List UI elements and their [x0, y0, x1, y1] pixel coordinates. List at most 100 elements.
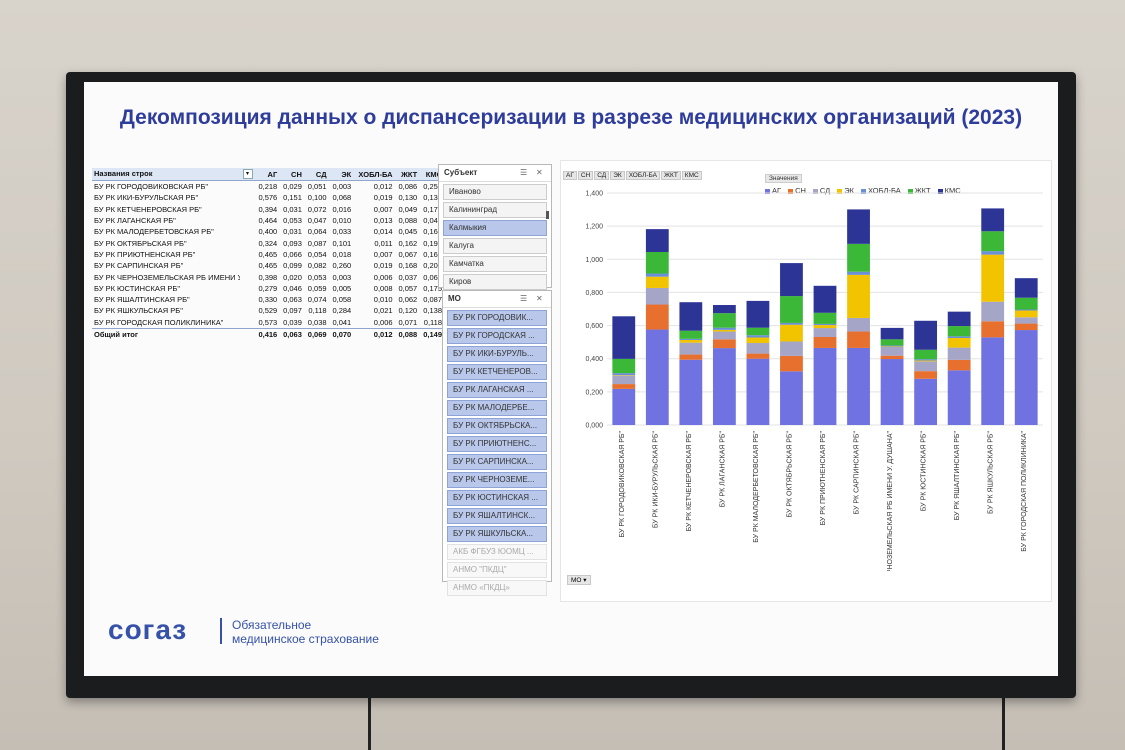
pivot-row-name-text: БУ РК ИКИ-БУРУЛЬСКАЯ РБ" [94, 193, 199, 203]
mo-slicer-item[interactable]: БУ РК ЯШАЛТИНСК... [447, 508, 547, 524]
bar-segment [1014, 310, 1038, 318]
mo-slicer-item[interactable]: БУ РК ЮСТИНСКАЯ ... [447, 490, 547, 506]
clear-filter-icon[interactable]: ✕ [536, 168, 543, 177]
mo-slicer-item[interactable]: БУ РК ЯШКУЛЬСКА... [447, 526, 547, 542]
row-filter-dropdown-icon[interactable]: ▾ [242, 169, 253, 179]
pivot-row-name-text: БУ РК МАЛОДЕРБЕТОВСКАЯ РБ" [94, 227, 214, 237]
pivot-row: БУ РК ЮСТИНСКАЯ РБ" 0,279 0,046 0,059 0,005 0… [92, 283, 444, 294]
pivot-row-name-text: БУ РК ОКТЯБРЬСКАЯ РБ" [94, 238, 187, 248]
mo-slicer-item[interactable]: БУ РК ГОРОДОВИК... [447, 310, 547, 326]
bar-segment [981, 337, 1005, 425]
pivot-row-name: БУ РК ГОРОДСКАЯ ПОЛИКЛИНИКА" [92, 317, 255, 329]
y-tick-label: 1,000 [585, 257, 603, 264]
bar-segment [1014, 297, 1038, 310]
mo-slicer-item[interactable]: БУ РК ОКТЯБРЬСКА... [447, 418, 547, 434]
chart-plot: 0,000 0,200 0,400 0,600 0,800 1,000 1,200 1,400… [585, 191, 1043, 571]
chart-field-button[interactable]: СН [577, 171, 594, 180]
pivot-row-name-text: Общий итог [94, 330, 138, 339]
mo-slicer-item[interactable]: БУ РК МАЛОДЕРБЕ... [447, 400, 547, 416]
bar-segment [813, 347, 837, 425]
pivot-header-row-labels[interactable]: Названия строк ▾ [92, 168, 255, 181]
legend-label: СН [795, 186, 806, 195]
chart-field-button[interactable]: ЖКТ [661, 171, 681, 180]
pivot-cell: 0,069 [423, 272, 442, 282]
pivot-cell: 0,097 [283, 306, 302, 316]
bar-segment [780, 296, 803, 323]
pivot-cell: 0,019 [373, 193, 393, 203]
pivot-header-label: Названия строк [94, 169, 153, 178]
pivot-header-5: ХОБЛ-БА [353, 168, 395, 181]
pivot-row-name: БУ РК ИКИ-БУРУЛЬСКАЯ РБ" [92, 192, 255, 203]
pivot-row-name-text: БУ РК ЯШКУЛЬСКАЯ РБ" [94, 306, 183, 316]
mo-slicer-item[interactable]: БУ РК КЕТЧЕНЕРОВ... [447, 364, 547, 380]
pivot-row-name: БУ РК ЧЕРНОЗЕМЕЛЬСКАЯ РБ ИМЕНИ У... [92, 271, 255, 282]
pivot-row: БУ РК ГОРОДСКАЯ ПОЛИКЛИНИКА" 0,573 0,039 0,… [92, 317, 444, 329]
bar-segment [679, 359, 703, 425]
pivot-cell: 0,120 [398, 306, 418, 316]
pivot-row-name: БУ РК ЮСТИНСКАЯ РБ" [92, 283, 255, 294]
pivot-cell: 0,031 [283, 227, 302, 237]
pivot-cell: 0,006 [373, 272, 393, 282]
mo-slicer-item[interactable]: БУ РК ГОРОДСКАЯ ... [447, 328, 547, 344]
pivot-cell: 0,011 [374, 238, 393, 248]
mo-slicer-item[interactable]: БУ РК ЛАГАНСКАЯ ... [447, 382, 547, 398]
chart-field-button[interactable]: СД [594, 171, 610, 180]
bar-segment [780, 263, 803, 297]
subject-slicer-item[interactable]: Калининград [443, 202, 547, 218]
pivot-cell: 0,400 [258, 227, 278, 237]
pivot-cell: 0,013 [373, 216, 393, 226]
mo-slicer-item[interactable]: БУ РК ИКИ-БУРУЛЬ... [447, 346, 547, 362]
clear-filter-icon[interactable]: ✕ [536, 294, 543, 303]
y-tick-label: 0,600 [585, 323, 603, 330]
pivot-cell: 0,019 [373, 261, 393, 271]
legend-entry: ХОБЛ-БА [861, 186, 901, 195]
chart-field-button[interactable]: ХОБЛ-БА [625, 171, 661, 180]
pivot-row: БУ РК КЕТЧЕНЕРОВСКАЯ РБ" 0,394 0,031 0,072 0… [92, 204, 444, 215]
chart-field-button[interactable]: КМС [681, 171, 702, 180]
subject-slicer-item[interactable]: Иваново [443, 184, 547, 200]
multi-select-icon[interactable]: ☰ [520, 168, 528, 177]
pivot-cell: 0,138 [423, 306, 442, 316]
bar-segment [847, 347, 870, 425]
pivot-cell: 0,175 [423, 283, 442, 293]
bar-segment [780, 341, 803, 356]
pivot-cell: 0,018 [332, 249, 352, 259]
chart-field-button[interactable]: ЭК [610, 171, 625, 180]
mo-filter-button[interactable]: МО ▾ [567, 575, 591, 585]
mo-slicer-item[interactable]: БУ РК ПРИЮТНЕНС... [447, 436, 547, 452]
bar-segment [780, 324, 803, 342]
legend-header[interactable]: Значения [765, 174, 802, 183]
pivot-row-name-text: БУ РК САРПИНСКАЯ РБ" [94, 261, 184, 271]
mo-slicer-item[interactable]: БУ РК ЧЕРНОЗЕМЕ... [447, 472, 547, 488]
x-tick-label: БУ РК ЮСТИНСКАЯ РБ" [921, 430, 928, 511]
mo-slicer-item[interactable]: БУ РК САРПИНСКА... [447, 454, 547, 470]
mo-slicer-item[interactable]: АКБ ФГБУЗ ЮОМЦ ... [447, 544, 547, 560]
y-tick-label: 1,400 [585, 191, 603, 198]
subject-slicer-scrollbar[interactable] [546, 211, 549, 219]
multi-select-icon[interactable]: ☰ [520, 294, 528, 303]
pivot-cell: 0,118 [308, 306, 327, 316]
subject-slicer-item[interactable]: Калмыкия [443, 220, 547, 236]
pivot-cell: 0,529 [258, 306, 278, 316]
subject-slicer-item[interactable]: Киров [443, 274, 547, 290]
subject-slicer-item[interactable]: Камчатка [443, 256, 547, 272]
legend-entry: СН [788, 186, 806, 195]
pivot-row: БУ РК МАЛОДЕРБЕТОВСКАЯ РБ" 0,400 0,031 0,06… [92, 226, 444, 237]
subject-slicer-item[interactable]: Калуга [443, 238, 547, 254]
pivot-cell: 0,038 [307, 317, 327, 327]
pivot-cell: 0,041 [332, 317, 352, 327]
chart-field-button[interactable]: АГ [563, 171, 577, 180]
pivot-cell: 0,573 [258, 317, 278, 327]
mo-slicer-item[interactable]: АНМО "ПКДЦ" [447, 562, 547, 578]
pivot-row-name-text: БУ РК ЯШАЛТИНСКАЯ РБ" [94, 295, 190, 305]
tv-cable-left [368, 690, 371, 750]
x-tick-label: БУ РК ГОРОДСКАЯ ПОЛИКЛИНИКА" [1021, 430, 1028, 551]
bar-segment [880, 346, 904, 356]
pivot-cell: 0,064 [307, 227, 327, 237]
pivot-cell: 0,087 [307, 238, 327, 248]
legend-entry: СД [812, 186, 830, 195]
pivot-cell: 0,257 [423, 182, 442, 192]
bar-segment [712, 339, 736, 349]
bar-segment [880, 355, 904, 360]
mo-slicer-item[interactable]: АНМО «ПКДЦ» [447, 580, 547, 596]
